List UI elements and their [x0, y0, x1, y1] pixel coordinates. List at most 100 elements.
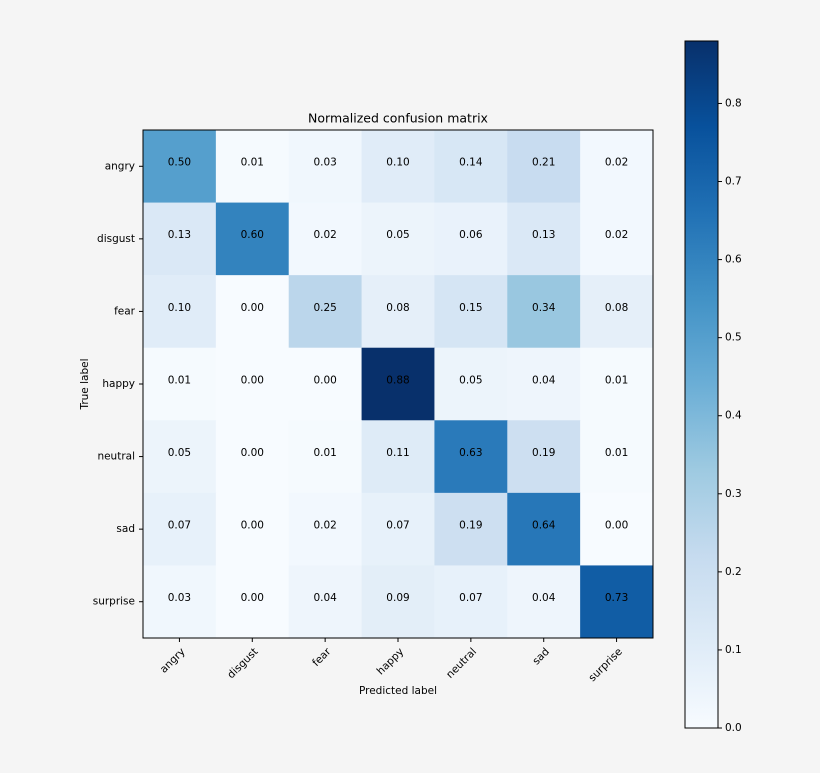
- cell-label: 0.02: [313, 229, 336, 241]
- y-tick-label: disgust: [97, 233, 135, 245]
- y-tick-label: fear: [114, 305, 136, 317]
- cell-label: 0.13: [532, 229, 555, 241]
- x-tick-label: sad: [530, 646, 552, 668]
- y-tick-label: angry: [105, 160, 135, 172]
- heatmap-cell: [288, 492, 363, 566]
- heatmap-cell: [580, 275, 654, 349]
- heatmap-cell: [288, 275, 363, 349]
- cell-label: 0.60: [241, 229, 264, 241]
- cell-label: 0.01: [313, 447, 336, 459]
- cell-label: 0.02: [605, 229, 628, 241]
- heatmap-cell: [507, 492, 581, 566]
- x-axis-label: Predicted label: [359, 685, 437, 697]
- x-tick-label: disgust: [225, 646, 260, 681]
- cell-label: 0.50: [168, 157, 191, 169]
- heatmap-cell: [143, 275, 217, 349]
- heatmap-cell: [580, 202, 654, 276]
- heatmap-cell: [580, 492, 654, 566]
- heatmap-cell: [434, 130, 508, 204]
- cell-label: 0.09: [386, 592, 409, 604]
- colorbar-tick-label: 0.0: [725, 722, 742, 734]
- cell-label: 0.15: [459, 302, 482, 314]
- cell-label: 0.00: [241, 520, 264, 532]
- cell-label: 0.06: [459, 229, 483, 241]
- heatmap-cell: [434, 420, 508, 494]
- heatmap-cell: [361, 130, 435, 204]
- chart-title: Normalized confusion matrix: [308, 111, 488, 126]
- cell-label: 0.63: [459, 447, 482, 459]
- x-tick-label: fear: [310, 645, 334, 669]
- cell-label: 0.73: [605, 592, 628, 604]
- cell-label: 0.10: [386, 157, 409, 169]
- cell-label: 0.07: [386, 520, 409, 532]
- heatmap-cell: [507, 347, 581, 421]
- y-tick-label: happy: [102, 378, 135, 390]
- heatmap-cell: [361, 347, 435, 421]
- cell-label: 0.08: [386, 302, 409, 314]
- heatmap-cell: [215, 492, 290, 566]
- heatmap-cell: [434, 347, 508, 421]
- colorbar-tick-label: 0.7: [725, 176, 742, 188]
- heatmap-cell: [507, 130, 581, 204]
- x-tick-label: neutral: [444, 646, 479, 681]
- cell-label: 0.10: [168, 302, 191, 314]
- cell-label: 0.14: [459, 157, 483, 169]
- heatmap-cell: [215, 347, 290, 421]
- cell-label: 0.21: [532, 157, 555, 169]
- cell-label: 0.00: [241, 302, 264, 314]
- heatmap-cell: [580, 130, 654, 204]
- cell-label: 0.05: [459, 374, 482, 386]
- heatmap-cell: [288, 202, 363, 276]
- heatmap-cell: [143, 565, 217, 639]
- cell-label: 0.13: [168, 229, 191, 241]
- cell-label: 0.19: [532, 447, 555, 459]
- heatmap-cell: [580, 565, 654, 639]
- heatmap-cell: [580, 347, 654, 421]
- cell-label: 0.00: [241, 592, 264, 604]
- x-tick-label: happy: [375, 646, 407, 678]
- y-tick-label: surprise: [93, 596, 135, 608]
- cell-label: 0.08: [605, 302, 628, 314]
- cell-label: 0.00: [605, 520, 628, 532]
- cell-label: 0.05: [386, 229, 409, 241]
- y-tick-label: neutral: [97, 451, 135, 463]
- heatmap-cell: [143, 420, 217, 494]
- heatmap-cell: [361, 202, 435, 276]
- cell-label: 0.04: [532, 374, 556, 386]
- cell-label: 0.07: [168, 520, 191, 532]
- heatmap-cell: [143, 202, 217, 276]
- heatmap-cell: [507, 275, 581, 349]
- heatmap-cell: [215, 420, 290, 494]
- cell-label: 0.34: [532, 302, 556, 314]
- colorbar-tick-label: 0.1: [725, 644, 742, 656]
- heatmap-cell: [288, 565, 363, 639]
- cell-label: 0.00: [241, 374, 264, 386]
- x-tick-label: surprise: [586, 646, 624, 684]
- cell-label: 0.01: [605, 447, 628, 459]
- heatmap-cell: [434, 492, 508, 566]
- colorbar-tick-label: 0.4: [725, 410, 742, 422]
- heatmap-cell: [215, 202, 290, 276]
- cell-label: 0.01: [605, 374, 628, 386]
- y-tick-label: sad: [116, 523, 135, 535]
- cell-label: 0.64: [532, 520, 556, 532]
- heatmap-cell: [434, 202, 508, 276]
- colorbar-tick-label: 0.5: [725, 332, 742, 344]
- colorbar-tick-label: 0.2: [725, 566, 742, 578]
- heatmap-cell: [143, 492, 217, 566]
- cell-label: 0.03: [168, 592, 191, 604]
- colorbar-tick-label: 0.6: [725, 254, 742, 266]
- heatmap-cell: [580, 420, 654, 494]
- heatmap-cell: [434, 565, 508, 639]
- heatmap-cell: [143, 347, 217, 421]
- cell-label: 0.00: [241, 447, 264, 459]
- cell-label: 0.11: [386, 447, 409, 459]
- cell-label: 0.25: [313, 302, 336, 314]
- cell-label: 0.05: [168, 447, 191, 459]
- cell-label: 0.07: [459, 592, 482, 604]
- heatmap-cell: [361, 420, 435, 494]
- heatmap-cell: [143, 130, 217, 204]
- cell-label: 0.00: [313, 374, 336, 386]
